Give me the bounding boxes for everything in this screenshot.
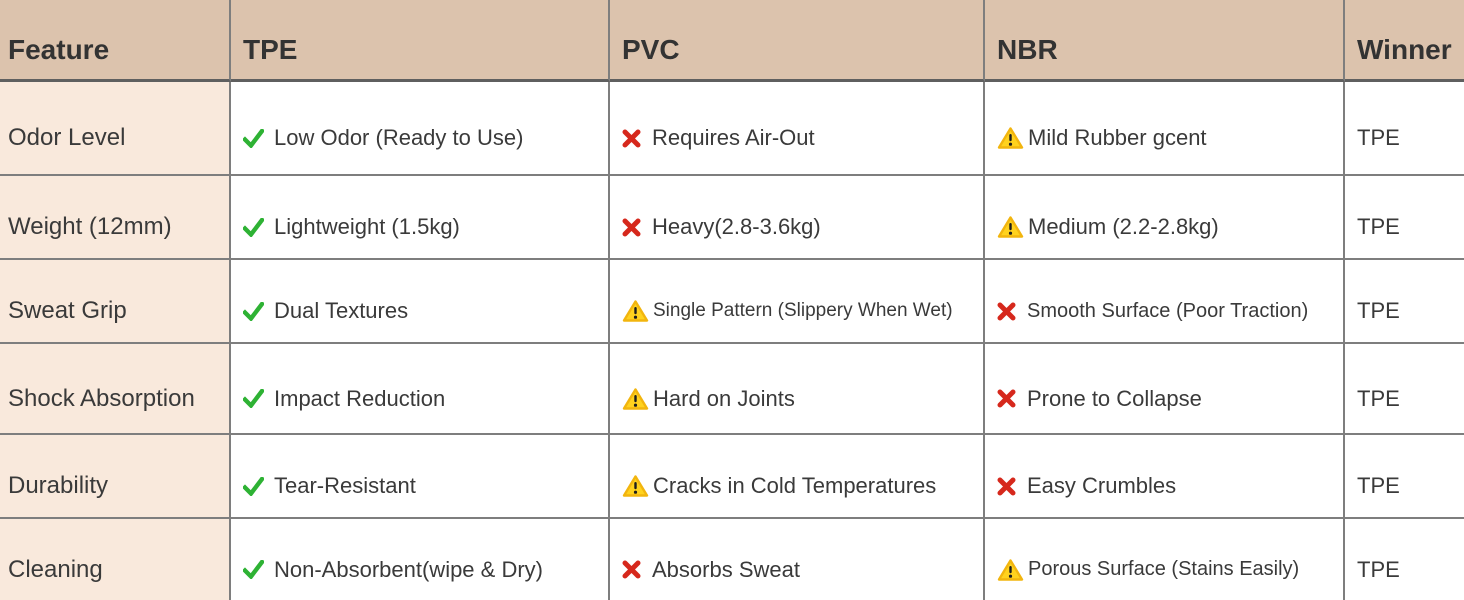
nbr-cell: Easy Crumbles <box>985 435 1345 519</box>
check-icon <box>243 217 264 237</box>
feature-cell: Cleaning <box>0 519 231 600</box>
pvc-cell: Heavy(2.8-3.6kg) <box>610 176 985 260</box>
winner-label: TPE <box>1357 125 1400 150</box>
pvc-cell: Hard on Joints <box>610 344 985 435</box>
column-header-feature: Feature <box>0 0 231 82</box>
cell-text: Impact Reduction <box>274 385 446 411</box>
cell-text: Absorbs Sweat <box>652 556 800 582</box>
winner-cell: TPE <box>1345 176 1464 260</box>
feature-label: Shock Absorption <box>8 384 195 412</box>
nbr-cell: Mild Rubber gcent <box>985 82 1345 176</box>
pvc-cell: Cracks in Cold Temperatures <box>610 435 985 519</box>
column-header-pvc: PVC <box>610 0 985 82</box>
tpe-cell: Non-Absorbent(wipe & Dry) <box>231 519 610 600</box>
pvc-cell: Requires Air-Out <box>610 82 985 176</box>
header-label: TPE <box>243 33 298 65</box>
cell-text: Easy Crumbles <box>1027 473 1177 498</box>
feature-cell: Sweat Grip <box>0 260 231 344</box>
feature-label: Durability <box>8 472 109 499</box>
cross-icon <box>997 477 1016 496</box>
cross-icon <box>997 302 1016 321</box>
cross-icon <box>622 129 641 148</box>
winner-label: TPE <box>1357 556 1400 582</box>
feature-label: Weight (12mm) <box>8 213 172 240</box>
cell-text: Heavy(2.8-3.6kg) <box>652 214 821 239</box>
winner-cell: TPE <box>1345 344 1464 435</box>
feature-cell: Durability <box>0 435 231 519</box>
column-header-winner: Winner <box>1345 0 1464 82</box>
cell-text: Medium (2.2-2.8kg) <box>1028 214 1219 239</box>
cell-text: Mild Rubber gcent <box>1028 125 1207 150</box>
cell-text: Low Odor (Ready to Use) <box>274 125 524 150</box>
header-label: Winner <box>1357 33 1452 65</box>
nbr-cell: Porous Surface (Stains Easily) <box>985 519 1345 600</box>
cell-text: Hard on Joints <box>653 385 795 411</box>
cell-text: Prone to Collapse <box>1027 385 1202 411</box>
cell-text: Smooth Surface (Poor Traction) <box>1027 299 1309 322</box>
winner-label: TPE <box>1357 214 1400 239</box>
cell-text: Non-Absorbent(wipe & Dry) <box>274 556 543 582</box>
tpe-cell: Tear-Resistant <box>231 435 610 519</box>
pvc-cell: Single Pattern (Slippery When Wet) <box>610 260 985 344</box>
header-label: PVC <box>622 33 680 65</box>
warning-icon <box>622 387 649 411</box>
nbr-cell: Prone to Collapse <box>985 344 1345 435</box>
check-icon <box>243 389 264 408</box>
cell-text: Dual Textures <box>274 298 409 323</box>
feature-cell: Weight (12mm) <box>0 176 231 260</box>
pvc-cell: Absorbs Sweat <box>610 519 985 600</box>
feature-cell: Odor Level <box>0 82 231 176</box>
nbr-cell: Medium (2.2-2.8kg) <box>985 176 1345 260</box>
header-label: NBR <box>997 33 1058 65</box>
feature-label: Odor Level <box>8 124 126 151</box>
check-icon <box>243 476 264 496</box>
check-icon <box>243 301 264 321</box>
feature-cell: Shock Absorption <box>0 344 231 435</box>
cell-text: Cracks in Cold Temperatures <box>653 473 937 498</box>
winner-cell: TPE <box>1345 435 1464 519</box>
cross-icon <box>622 218 641 237</box>
tpe-cell: Low Odor (Ready to Use) <box>231 82 610 176</box>
cell-text: Single Pattern (Slippery When Wet) <box>653 300 953 321</box>
warning-icon <box>997 558 1024 582</box>
cell-text: Requires Air-Out <box>652 125 815 150</box>
winner-cell: TPE <box>1345 82 1464 176</box>
cross-icon <box>622 560 641 579</box>
warning-icon <box>622 474 649 498</box>
feature-label: Sweat Grip <box>8 297 127 324</box>
warning-icon <box>997 215 1024 239</box>
winner-label: TPE <box>1357 473 1400 498</box>
check-icon <box>243 560 264 579</box>
check-icon <box>243 128 264 148</box>
tpe-cell: Impact Reduction <box>231 344 610 435</box>
cross-icon <box>997 389 1016 408</box>
warning-icon <box>997 126 1024 150</box>
tpe-cell: Lightweight (1.5kg) <box>231 176 610 260</box>
cell-text: Tear-Resistant <box>274 473 416 498</box>
tpe-cell: Dual Textures <box>231 260 610 344</box>
cell-text: Lightweight (1.5kg) <box>274 214 460 239</box>
nbr-cell: Smooth Surface (Poor Traction) <box>985 260 1345 344</box>
header-label: Feature <box>8 33 110 65</box>
winner-label: TPE <box>1357 385 1400 411</box>
column-header-tpe: TPE <box>231 0 610 82</box>
feature-label: Cleaning <box>8 555 103 583</box>
column-header-nbr: NBR <box>985 0 1345 82</box>
winner-label: TPE <box>1357 298 1400 323</box>
cell-text: Porous Surface (Stains Easily) <box>1028 558 1300 580</box>
warning-icon <box>622 299 649 323</box>
winner-cell: TPE <box>1345 519 1464 600</box>
winner-cell: TPE <box>1345 260 1464 344</box>
